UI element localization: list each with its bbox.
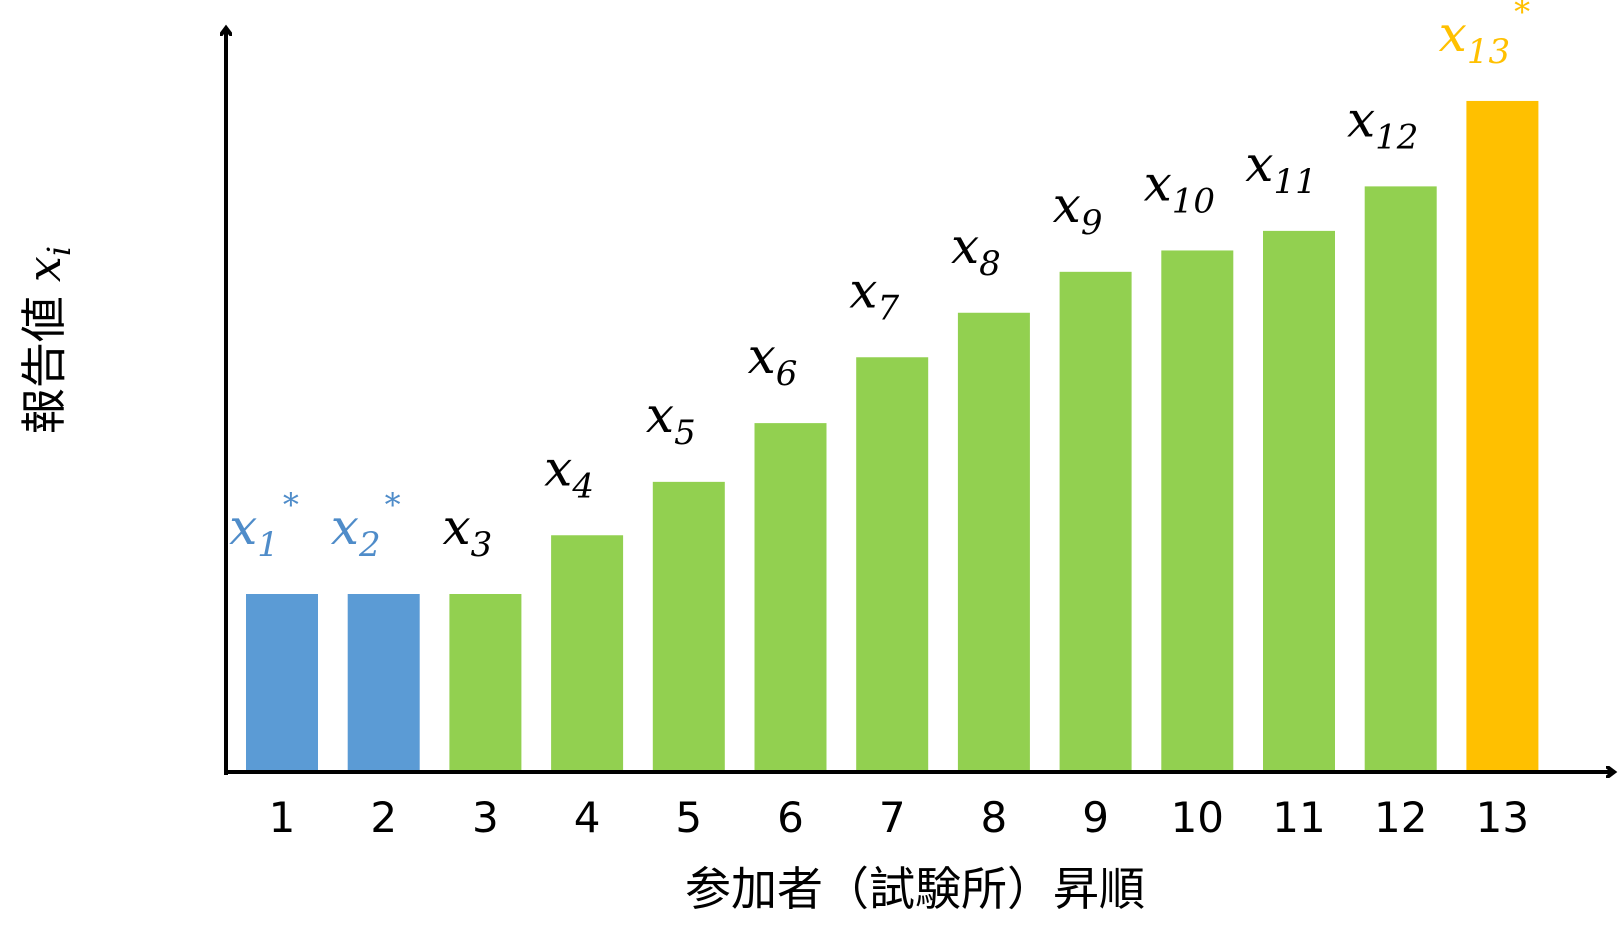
data-label-6: x6 (748, 327, 798, 394)
bar-4 (551, 535, 624, 772)
x-tick-2: 2 (370, 793, 397, 842)
bar-11 (1263, 230, 1335, 772)
bar-7 (856, 357, 929, 772)
x-tick-7: 7 (879, 793, 906, 842)
x-ticks-group: 1 2 3 4 5 6 7 8 9 10 11 12 13 (269, 793, 1529, 842)
y-axis-title: 報告値 xi (17, 246, 78, 434)
bar-6 (754, 423, 827, 772)
x-tick-13: 13 (1476, 793, 1529, 842)
data-label-12: x12 (1347, 90, 1418, 157)
x-tick-9: 9 (1082, 793, 1109, 842)
y-axis-title-text: 報告値 (17, 296, 71, 434)
svg-text:報告値xi: 報告値 xi (17, 246, 78, 434)
data-label-2: x2* (331, 486, 401, 565)
x-tick-11: 11 (1272, 793, 1325, 842)
data-label-5: x5 (646, 386, 696, 453)
x-tick-12: 12 (1374, 793, 1427, 842)
x-tick-8: 8 (981, 793, 1008, 842)
x-axis-title: 参加者（試験所）昇順 (685, 862, 1145, 916)
bar-13 (1466, 100, 1539, 772)
x-tick-5: 5 (675, 793, 702, 842)
y-axis-symbol: x (17, 256, 71, 282)
data-label-3: x3 (442, 498, 492, 565)
bar-2 (347, 594, 420, 772)
data-label-7: x7 (849, 261, 899, 328)
y-axis-symbol-sub: i (40, 246, 78, 256)
x-tick-3: 3 (472, 793, 499, 842)
data-label-9: x9 (1053, 176, 1103, 243)
data-label-13: x13* (1439, 0, 1530, 72)
x-tick-4: 4 (574, 793, 601, 842)
bar-9 (1059, 271, 1132, 772)
x-tick-6: 6 (777, 793, 804, 842)
bar-5 (652, 481, 725, 772)
bar-10 (1161, 250, 1234, 772)
data-label-10: x10 (1144, 154, 1215, 221)
data-label-11: x11 (1245, 135, 1316, 202)
data-label-4: x4 (544, 439, 594, 506)
bar-12 (1364, 186, 1437, 772)
data-label-1: x1* (229, 486, 299, 565)
data-labels-group: x1* x2* x3 x4 x5 x6 x7 x8 x9 x10 x11 x12 x13* (229, 0, 1530, 565)
bars-group (246, 100, 1539, 772)
x-tick-10: 10 (1171, 793, 1224, 842)
bar-3 (449, 594, 522, 772)
bar-8 (957, 312, 1030, 772)
data-label-8: x8 (951, 217, 1001, 284)
bar-1 (246, 594, 318, 772)
x-tick-1: 1 (269, 793, 296, 842)
